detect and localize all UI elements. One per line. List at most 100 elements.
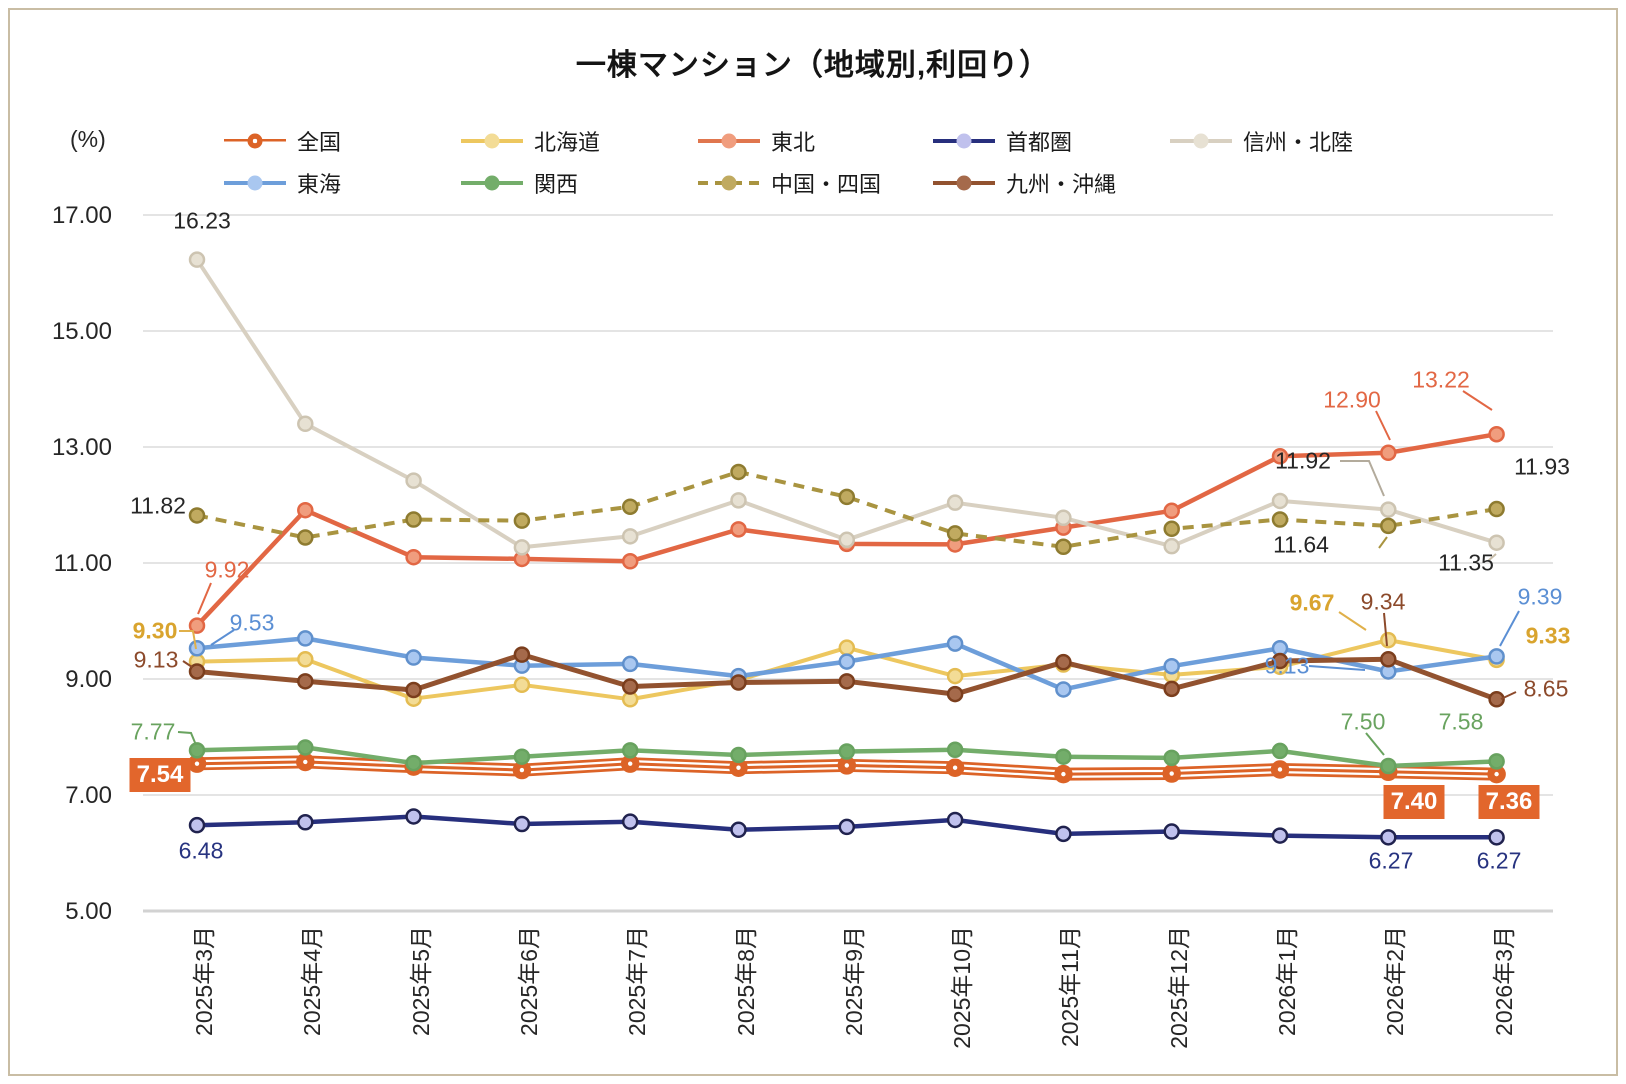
- leader-9.34: [1383, 612, 1388, 647]
- marker-icon: [721, 175, 737, 191]
- y-axis-tick-13: 13.00: [51, 434, 112, 461]
- data-label-tokai-feb: 9.13: [1264, 652, 1310, 679]
- leader-9.13-right: [1308, 665, 1366, 671]
- legend-label: 九州・沖縄: [1006, 172, 1117, 197]
- leader-7.77: [177, 731, 197, 746]
- leader-9.92: [197, 582, 212, 615]
- legend-label: 全国: [297, 130, 342, 155]
- data-label-shutoken-last: 6.27: [1476, 847, 1522, 874]
- legend-item-hokkaido: 北海道: [461, 126, 600, 156]
- chart-title: 一棟マンション（地域別,利回り）: [575, 49, 1051, 82]
- data-label-kansai-feb: 7.50: [1340, 708, 1386, 735]
- leader-11.64: [1378, 536, 1388, 549]
- data-label-kansai-last: 7.58: [1438, 708, 1484, 735]
- legend-swatch-shutoken: [933, 133, 995, 150]
- y-axis-tick-11: 11.00: [53, 550, 112, 577]
- legend-item-chugoku-shikoku: 中国・四国: [698, 168, 881, 198]
- x-axis-tick-5: 2025年8月: [733, 926, 759, 1036]
- x-axis-tick-9: 2025年12月: [1166, 926, 1192, 1049]
- x-axis-tick-7: 2025年10月: [949, 926, 975, 1049]
- legend-swatch-chugoku: [698, 175, 760, 192]
- x-axis-tick-3: 2025年6月: [516, 926, 542, 1036]
- chart-canvas: [143, 214, 1553, 913]
- x-axis-tick-0: 2025年3月: [191, 926, 217, 1036]
- y-axis-tick-7: 7.00: [65, 782, 112, 809]
- y-axis-tick-15: 15.00: [51, 318, 112, 345]
- marker-icon: [956, 133, 972, 149]
- leader-7.50: [1365, 732, 1385, 756]
- legend-swatch-kansai: [461, 175, 523, 192]
- x-axis-tick-4: 2025年7月: [624, 926, 650, 1036]
- y-axis-unit-label: (%): [70, 126, 106, 152]
- y-axis-tick-5: 5.00: [65, 898, 112, 925]
- marker-icon: [484, 133, 500, 149]
- data-label-shutoken-first: 6.48: [178, 837, 224, 864]
- x-axis-tick-10: 2026年1月: [1274, 926, 1300, 1036]
- y-axis-tick-9: 9.00: [65, 666, 112, 693]
- legend-label: 信州・北陸: [1243, 130, 1354, 155]
- data-label-kyushu-feb: 9.34: [1360, 588, 1406, 615]
- marker-icon: [1193, 133, 1209, 149]
- legend-label: 東北: [771, 130, 816, 155]
- legend-label: 中国・四国: [771, 172, 882, 197]
- data-label-kyushu-first: 9.13: [133, 646, 179, 673]
- legend-item-shinshu-hokuriku: 信州・北陸: [1170, 126, 1353, 156]
- data-label-tohoku-first: 9.92: [204, 556, 250, 583]
- data-label-kyushu-last: 8.65: [1523, 675, 1569, 702]
- data-label-kansai-first: 7.77: [130, 718, 176, 745]
- marker-icon: [247, 133, 263, 149]
- legend-item-shutoken: 首都圏: [933, 126, 1072, 156]
- legend-item-tohoku: 東北: [698, 126, 815, 156]
- x-axis-tick-6: 2025年9月: [841, 926, 867, 1036]
- data-label-shinshu-feb: 11.92: [1275, 447, 1331, 474]
- marker-icon: [247, 175, 263, 191]
- data-label-chugoku-feb: 11.64: [1273, 531, 1329, 558]
- leader-9.13-left: [182, 660, 193, 668]
- legend-swatch-kyushu: [933, 175, 995, 192]
- data-label-tohoku-feb: 12.90: [1323, 386, 1381, 413]
- legend-item-kansai: 関西: [461, 168, 578, 198]
- x-axis-tick-12: 2026年3月: [1491, 926, 1517, 1036]
- leader-11.92: [1340, 460, 1385, 497]
- legend-item-zenkoku: 全国: [224, 126, 341, 156]
- legend-swatch-hokkaido: [461, 133, 523, 150]
- leader-9.30: [179, 630, 197, 650]
- value-box-zenkoku-feb: 7.40: [1383, 785, 1445, 819]
- data-label-hokkaido-feb: 9.67: [1289, 589, 1335, 616]
- data-label-shutoken-feb: 6.27: [1368, 847, 1414, 874]
- data-label-hokkaido-first: 9.30: [132, 617, 178, 644]
- data-label-tohoku-last: 13.22: [1412, 366, 1470, 393]
- marker-icon: [721, 133, 737, 149]
- data-label-chugoku-last: 11.93: [1514, 453, 1570, 480]
- leader-9.53-left: [210, 629, 235, 646]
- data-label-tokai-last: 9.39: [1517, 583, 1563, 610]
- leader-9.39: [1499, 610, 1520, 647]
- data-label-chugoku-first: 11.82: [130, 492, 186, 519]
- legend-swatch-shinshu: [1170, 133, 1232, 150]
- x-axis-tick-1: 2025年4月: [299, 926, 325, 1036]
- data-label-shinshu-first: 16.23: [173, 207, 231, 234]
- leader-13.22: [1462, 390, 1493, 411]
- legend-label: 首都圏: [1006, 130, 1073, 155]
- legend-item-tokai: 東海: [224, 168, 341, 198]
- marker-icon: [484, 175, 500, 191]
- leader-12.90: [1375, 410, 1391, 441]
- x-axis-tick-8: 2025年11月: [1057, 926, 1083, 1048]
- value-box-zenkoku-last: 7.36: [1478, 785, 1540, 819]
- legend-swatch-tohoku: [698, 133, 760, 150]
- legend-label: 東海: [297, 172, 342, 197]
- leader-11.35: [1487, 553, 1497, 562]
- legend-label: 関西: [534, 172, 579, 197]
- legend-label: 北海道: [534, 130, 601, 155]
- leader-8.65: [1500, 691, 1517, 700]
- x-axis-tick-11: 2026年2月: [1382, 926, 1408, 1036]
- leader-9.67: [1338, 611, 1367, 631]
- x-axis-tick-2: 2025年5月: [408, 926, 434, 1036]
- data-label-shinshu-last: 11.35: [1438, 549, 1494, 576]
- data-label-tokai-first: 9.53: [229, 609, 275, 636]
- legend-swatch-zenkoku: [224, 133, 286, 150]
- value-box-zenkoku-first: 7.54: [129, 758, 191, 792]
- data-label-hokkaido-last: 9.33: [1525, 622, 1571, 649]
